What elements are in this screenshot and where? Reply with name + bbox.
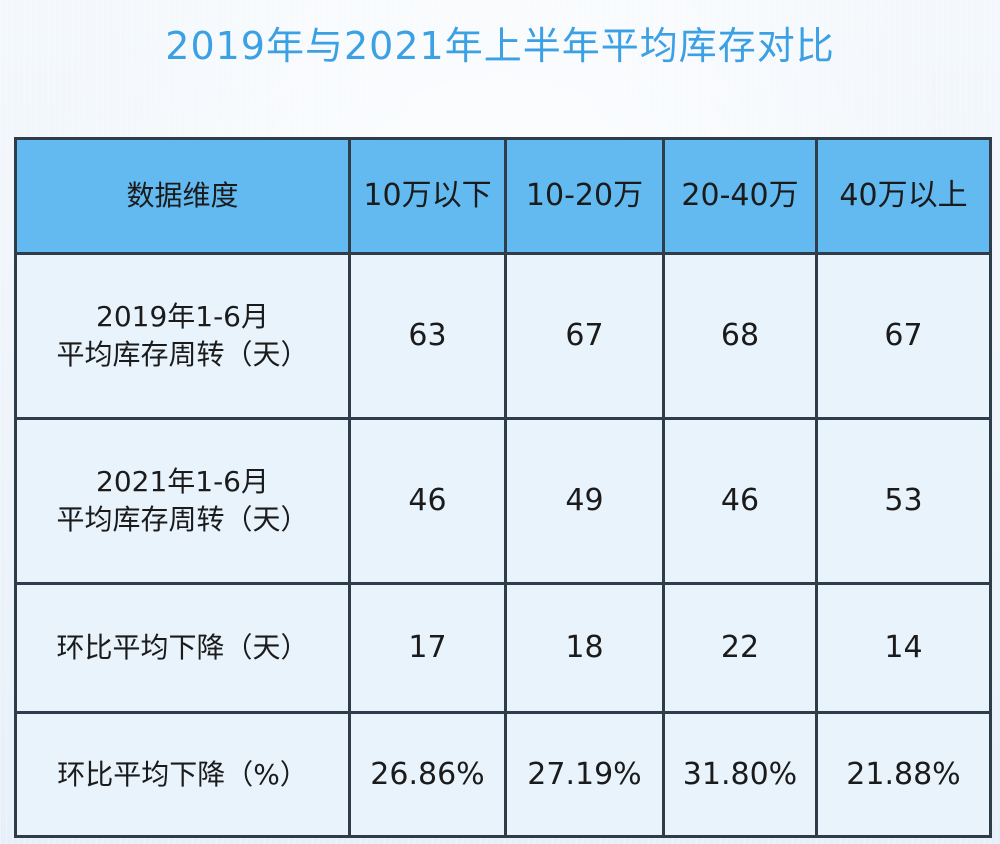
table-cell: 31.80% xyxy=(662,711,818,838)
header-row: 数据维度 10万以下 10-20万 20-40万 40万以上 xyxy=(14,137,992,255)
table-row: 环比平均下降（%） 26.86% 27.19% 31.80% 21.88% xyxy=(14,711,992,838)
table-cell: 22 xyxy=(662,582,818,714)
table-cell: 63 xyxy=(348,252,507,420)
row-label-line2: 平均库存周转（天） xyxy=(56,503,309,536)
table-cell: 46 xyxy=(662,417,818,585)
row-label-line1: 2021年1-6月 xyxy=(96,465,269,498)
table-cell: 18 xyxy=(504,582,665,714)
row-label-decrease-percent: 环比平均下降（%） xyxy=(14,711,351,838)
table-cell: 67 xyxy=(504,252,665,420)
table-cell: 68 xyxy=(662,252,818,420)
row-label-line2: 平均库存周转（天） xyxy=(56,338,309,371)
header-col-over-40w: 40万以上 xyxy=(815,137,992,255)
table-cell: 14 xyxy=(815,582,992,714)
row-label-2019: 2019年1-6月 平均库存周转（天） xyxy=(14,252,351,420)
inventory-comparison-table: 数据维度 10万以下 10-20万 20-40万 40万以上 2019年1-6月… xyxy=(14,137,992,838)
table-row: 环比平均下降（天） 17 18 22 14 xyxy=(14,582,992,714)
table-cell: 49 xyxy=(504,417,665,585)
row-label-2021: 2021年1-6月 平均库存周转（天） xyxy=(14,417,351,585)
table-cell: 27.19% xyxy=(504,711,665,838)
table-cell: 21.88% xyxy=(815,711,992,838)
row-label-decrease-days: 环比平均下降（天） xyxy=(14,582,351,714)
table-cell: 26.86% xyxy=(348,711,507,838)
table-row: 2021年1-6月 平均库存周转（天） 46 49 46 53 xyxy=(14,417,992,585)
table-cell: 67 xyxy=(815,252,992,420)
row-label-line1: 2019年1-6月 xyxy=(96,300,269,333)
table-cell: 46 xyxy=(348,417,507,585)
table-cell: 17 xyxy=(348,582,507,714)
header-col-under-10w: 10万以下 xyxy=(348,137,507,255)
header-col-20-40w: 20-40万 xyxy=(662,137,818,255)
header-col-10-20w: 10-20万 xyxy=(504,137,665,255)
header-dimension: 数据维度 xyxy=(14,137,351,255)
table-row: 2019年1-6月 平均库存周转（天） 63 67 68 67 xyxy=(14,252,992,420)
table-cell: 53 xyxy=(815,417,992,585)
page-title: 2019年与2021年上半年平均库存对比 xyxy=(165,24,835,68)
